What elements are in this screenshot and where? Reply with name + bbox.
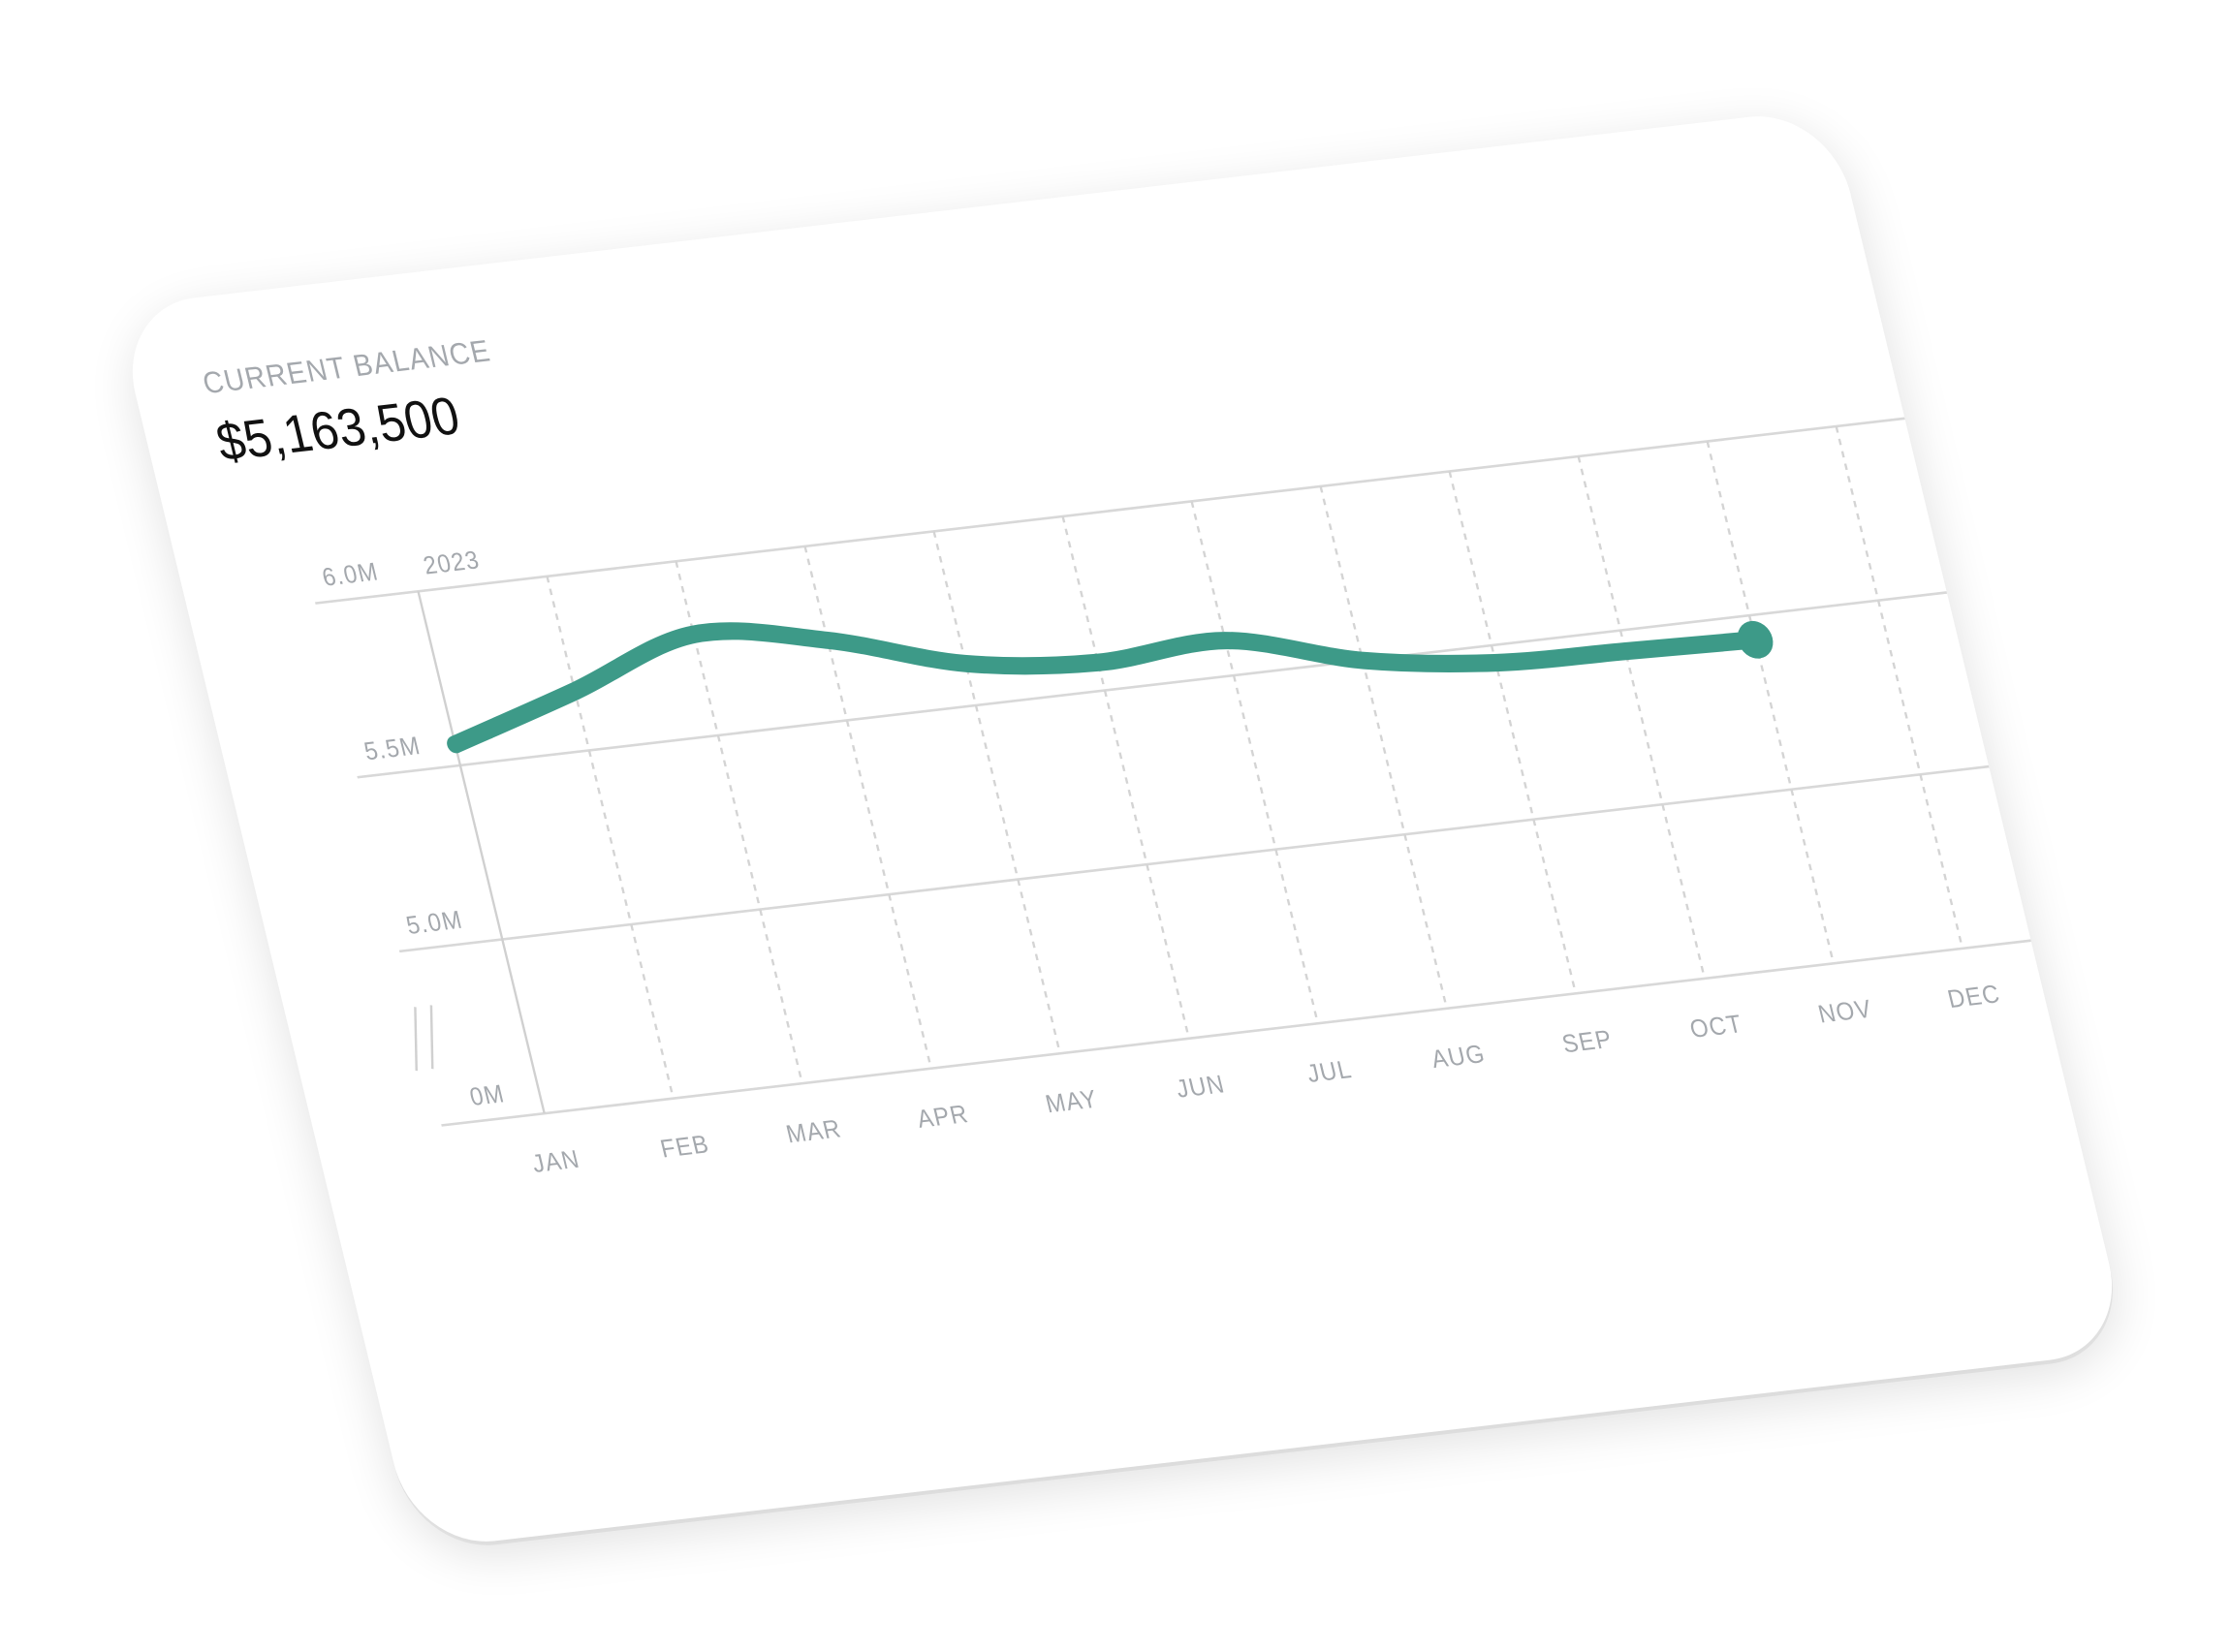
x-tick-label: FEB <box>658 1130 712 1163</box>
month-grid-line <box>1835 425 1964 950</box>
y-tick-label: 0M <box>467 1079 508 1111</box>
grid-line <box>357 591 1948 779</box>
month-grid-line <box>675 561 803 1084</box>
x-tick-label: OCT <box>1687 1010 1745 1044</box>
month-grid-line <box>1706 441 1836 964</box>
month-grid-line <box>803 545 932 1069</box>
x-tick-label: JAN <box>529 1145 582 1178</box>
grid-line <box>441 939 2032 1127</box>
month-grid-line <box>546 576 675 1099</box>
axis-break <box>429 1005 434 1070</box>
y-axis <box>417 591 546 1114</box>
x-tick-label: MAR <box>783 1115 844 1149</box>
x-tick-label: JUN <box>1174 1071 1228 1104</box>
grid-line <box>398 764 1990 953</box>
y-tick-label: 6.0M <box>320 558 382 592</box>
x-tick-label: MAY <box>1043 1085 1101 1119</box>
balance-line <box>447 622 1764 754</box>
axis-break <box>414 1007 418 1072</box>
month-grid-line <box>1319 485 1449 1009</box>
x-tick-label: SEP <box>1559 1025 1616 1059</box>
month-grid-line <box>1061 515 1190 1039</box>
x-tick-label: APR <box>914 1100 971 1134</box>
end-marker <box>1737 620 1774 659</box>
month-grid-line <box>1448 471 1578 994</box>
x-tick-label: DEC <box>1945 980 2003 1013</box>
x-tick-label: AUG <box>1429 1040 1489 1074</box>
month-grid-line <box>1577 455 1707 979</box>
month-grid-line <box>1190 501 1319 1024</box>
grid-line <box>314 417 1905 605</box>
y-tick-label: 5.5M <box>361 732 424 765</box>
balance-card: CURRENT BALANCE $5,163,500 0M 5.0M 5.5M 6.0… <box>114 108 2130 1550</box>
year-label: 2023 <box>421 545 483 579</box>
chart: 0M 5.0M 5.5M 6.0M 2023 JAN FEB MAR APR MAY JUN JUL A… <box>314 417 2032 1178</box>
x-tick-label: NOV <box>1815 995 1875 1029</box>
month-grid-line <box>932 531 1061 1054</box>
y-tick-label: 5.0M <box>403 906 465 940</box>
x-tick-label: JUL <box>1304 1055 1355 1088</box>
